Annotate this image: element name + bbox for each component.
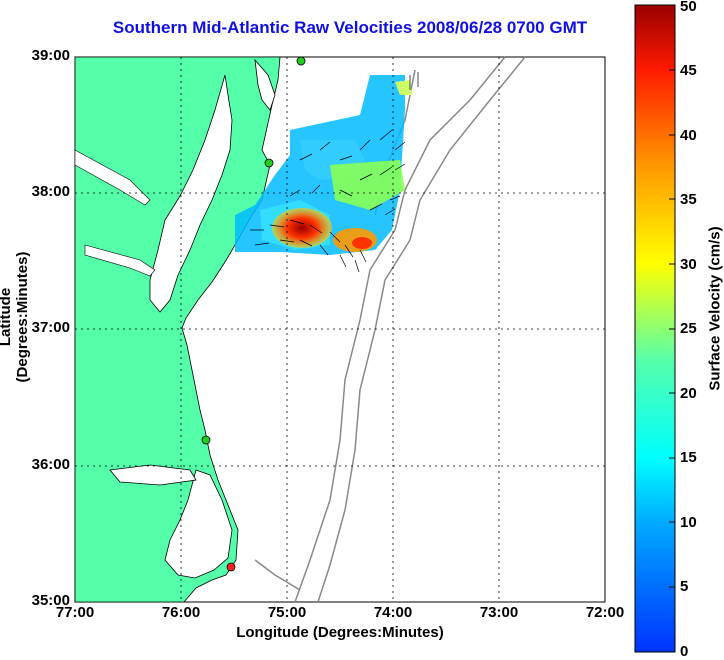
colorbar	[634, 4, 676, 653]
x-tick-label: 74:00	[373, 604, 413, 621]
grid-lines	[75, 57, 605, 602]
x-tick-label: 76:00	[161, 604, 201, 621]
x-tick-label: 73:00	[479, 604, 519, 621]
colorbar-tick: 40	[680, 127, 697, 144]
x-tick-label: 77:00	[55, 604, 95, 621]
colorbar-tick: 50	[680, 0, 697, 15]
delaware-bay	[254, 58, 276, 111]
albemarle-sound	[109, 464, 197, 486]
x-tick-label: 75:00	[267, 604, 307, 621]
pamlico-sound	[164, 469, 233, 579]
y-tick-label: 37:00	[31, 319, 70, 336]
colorbar-tick: 35	[680, 191, 697, 208]
station-marker	[296, 56, 306, 66]
colorbar-tick: 20	[680, 385, 697, 402]
y-tick-label: 35:00	[31, 592, 70, 609]
colorbar-tick: 5	[680, 578, 689, 595]
y-tick-label: 38:00	[31, 183, 70, 200]
station-marker	[201, 435, 211, 445]
colorbar-tick: 25	[680, 320, 697, 337]
y-tick-label: 36:00	[31, 456, 70, 473]
colorbar-tick: 45	[680, 62, 697, 79]
y-tick-label: 39:00	[31, 47, 70, 64]
colorbar-tick: 15	[680, 449, 697, 466]
x-axis-label: Longitude (Degrees:Minutes)	[236, 624, 444, 641]
river	[84, 244, 156, 277]
velocity-field	[235, 75, 412, 255]
station-marker	[264, 158, 274, 168]
river	[74, 149, 151, 206]
colorbar-tick: 0	[680, 643, 689, 660]
station-marker	[226, 562, 236, 572]
chart-title: Southern Mid-Atlantic Raw Velocities 200…	[112, 18, 588, 37]
x-tick-label: 72:00	[585, 604, 625, 621]
colorbar-tick: 10	[680, 514, 697, 531]
colorbar-ticks	[669, 69, 675, 588]
colorbar-tick: 30	[680, 256, 697, 273]
chesapeake-bay	[149, 74, 233, 313]
